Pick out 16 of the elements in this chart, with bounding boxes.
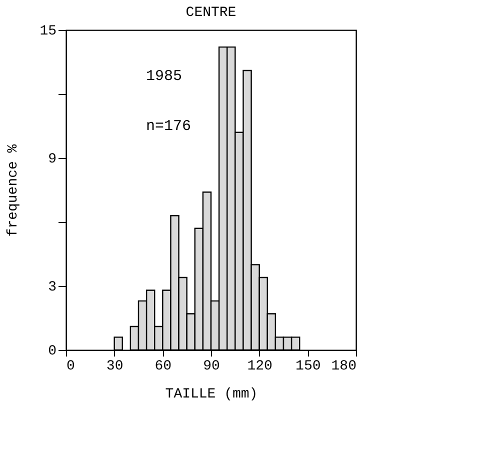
x-tick-label: 30 (106, 358, 124, 374)
y-axis-title: frequence % (6, 144, 22, 237)
chart-title: CENTRE (186, 5, 236, 21)
annotation: n=176 (146, 118, 192, 135)
y-tick-label: 3 (48, 280, 56, 296)
x-tick-label: 0 (66, 358, 75, 374)
x-tick-label: 120 (247, 358, 272, 374)
x-tick-label: 90 (203, 358, 220, 374)
y-tick-label: 0 (48, 344, 56, 360)
y-tick-label: 9 (48, 152, 56, 168)
y-tick-label: 15 (40, 24, 56, 40)
x-tick-label: 180 (331, 358, 356, 374)
x-tick-label: 150 (296, 358, 321, 374)
annotation: 1985 (146, 68, 182, 85)
x-axis-title: TAILLE (mm) (165, 386, 258, 402)
x-tick-label: 60 (154, 358, 172, 374)
